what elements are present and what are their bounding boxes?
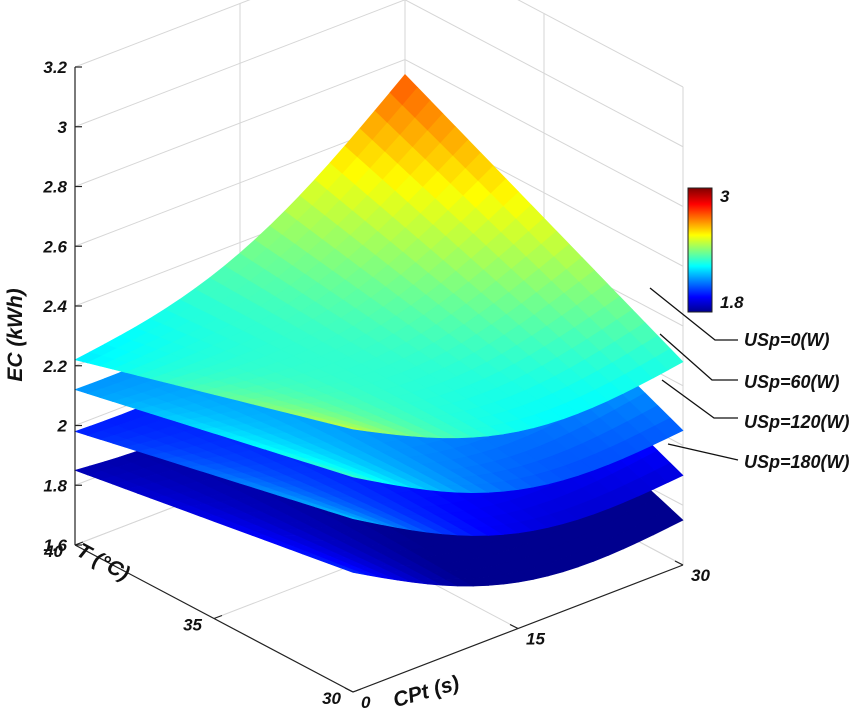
series-leader-line [661, 379, 738, 419]
y-axis-label: T (°C) [73, 539, 133, 586]
x-axis-label: CPt (s) [391, 671, 462, 712]
surface-patch [654, 417, 684, 439]
x-tick-label: 0 [361, 693, 371, 712]
surface-patch [654, 348, 684, 371]
surface-patch [654, 462, 684, 483]
z-tick-label: 2 [57, 417, 68, 436]
grid-line [74, 0, 684, 148]
series-label: USp=60(W) [744, 372, 840, 392]
axes [74, 66, 739, 693]
z-tick-label: 2.6 [42, 237, 67, 256]
z-tick-label: 3.2 [43, 58, 67, 77]
z-tick-label: 1.6 [43, 536, 67, 555]
y-tick-mark [213, 614, 223, 620]
x-tick-mark [344, 687, 354, 693]
z-tick-label: 1.8 [43, 476, 67, 495]
y-tick-label: 35 [183, 616, 202, 635]
y-tick-label: 30 [322, 689, 341, 708]
series-leader-line [649, 287, 738, 341]
z-tick-label: 2.2 [42, 357, 67, 376]
grid-line [74, 0, 684, 88]
x-tick-mark [674, 560, 684, 566]
colorbar: 3 1.8 [687, 187, 744, 313]
series-label: USp=120(W) [744, 412, 850, 432]
z-axis-label: EC (kWh) [4, 288, 27, 381]
colorbar-gradient [687, 187, 713, 313]
series-label: USp=0(W) [744, 330, 830, 350]
y-tick-mark [352, 688, 362, 693]
x-tick-mark [509, 623, 519, 630]
z-tick-label: 2.8 [42, 178, 67, 197]
colorbar-min-label: 1.8 [720, 293, 744, 312]
y-tick-label: 40 [43, 542, 63, 561]
series-label: USp=180(W) [744, 452, 850, 472]
series-leader-line [667, 443, 739, 461]
series-leader-line [659, 333, 738, 381]
surfaces [74, 73, 684, 587]
surface-patch [654, 508, 684, 529]
z-tick-label: 2.4 [42, 297, 67, 316]
z-tick-label: 3 [58, 118, 68, 137]
surface-USp=0(W) [74, 73, 684, 439]
x-tick-label: 30 [691, 566, 710, 585]
x-tick-label: 15 [526, 630, 545, 649]
grid-line [74, 58, 684, 207]
y-tick-mark [74, 541, 84, 546]
colorbar-max-label: 3 [720, 187, 730, 206]
